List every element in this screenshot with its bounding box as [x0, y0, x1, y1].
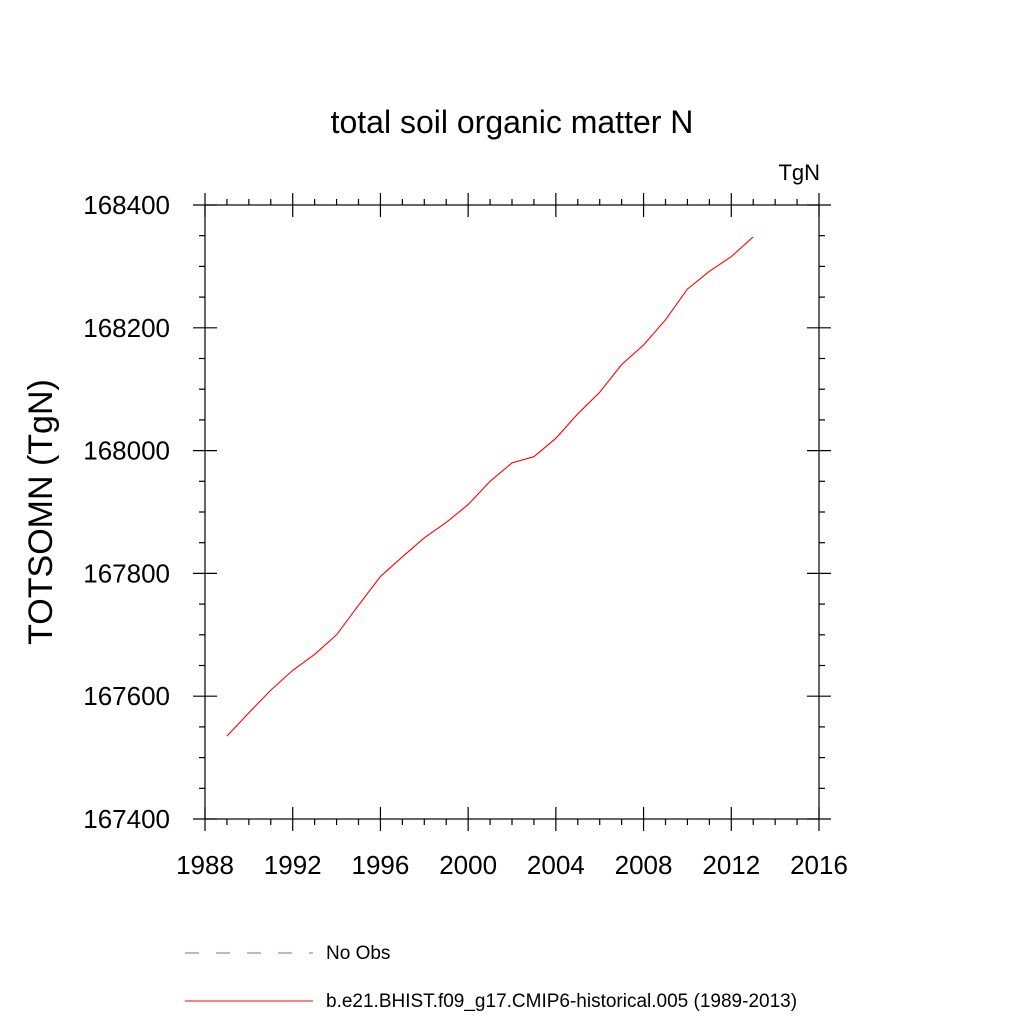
chart-title: total soil organic matter N: [331, 104, 694, 140]
legend: No Obs b.e21.BHIST.f09_g17.CMIP6-histori…: [185, 943, 797, 1012]
plot-frame: [204, 204, 820, 820]
units-label: TgN: [778, 160, 820, 185]
series-line: [226, 236, 754, 737]
y-tick-label: 167800: [83, 558, 170, 588]
y-tick-label: 167600: [83, 681, 170, 711]
y-tick-label: 168000: [83, 436, 170, 466]
x-tick-label: 2000: [439, 850, 497, 880]
y-tick-label: 168200: [83, 313, 170, 343]
axis-ticks: [193, 193, 831, 831]
series-group: [226, 236, 754, 737]
x-tick-label: 2016: [790, 850, 848, 880]
x-tick-label: 2004: [527, 850, 585, 880]
x-tick-label: 2012: [702, 850, 760, 880]
x-tick-label: 1988: [176, 850, 234, 880]
y-tick-labels: 167400 167600 167800 168000 168200 168400: [83, 190, 170, 834]
x-tick-label: 1996: [352, 850, 410, 880]
legend-label-no-obs: No Obs: [326, 943, 390, 964]
x-tick-labels: 1988 1992 1996 2000 2004 2008 2012 2016: [176, 850, 848, 880]
x-tick-label: 2008: [615, 850, 673, 880]
x-tick-label: 1992: [264, 850, 322, 880]
y-tick-label: 168400: [83, 190, 170, 220]
y-axis-label: TOTSOMN (TgN): [22, 379, 60, 645]
legend-label-model: b.e21.BHIST.f09_g17.CMIP6-historical.005…: [326, 991, 797, 1012]
y-tick-label: 167400: [83, 804, 170, 834]
